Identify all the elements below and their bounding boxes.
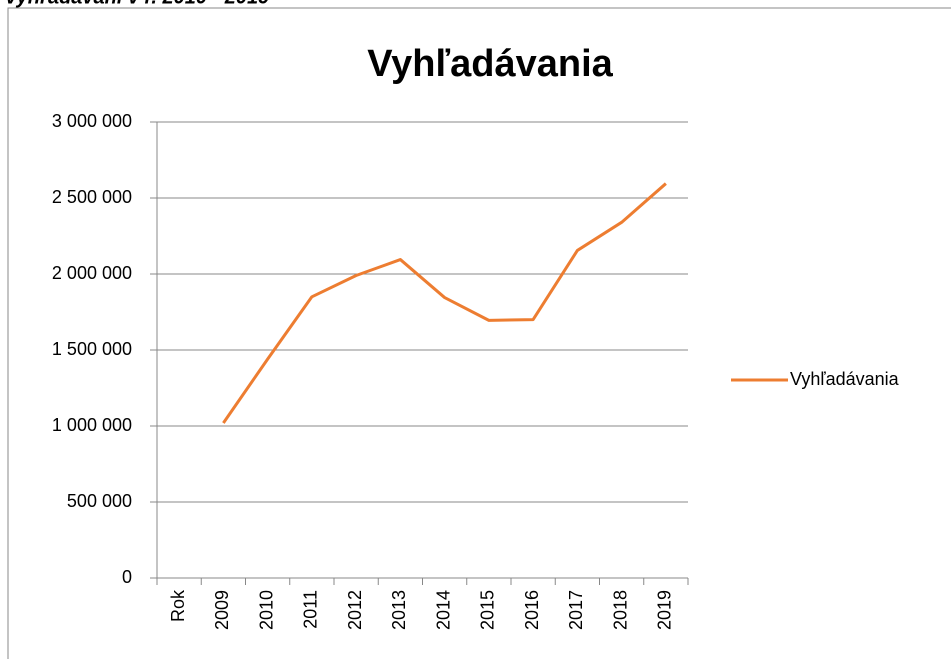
y-tick-label: 1 000 000 bbox=[52, 415, 132, 435]
x-tick-label: Rok bbox=[168, 589, 188, 622]
x-tick-label: 2016 bbox=[522, 590, 542, 630]
x-tick-label: 2013 bbox=[389, 590, 409, 630]
y-tick-label: 1 500 000 bbox=[52, 339, 132, 359]
chart-title: Vyhľadávania bbox=[367, 43, 613, 85]
y-tick-label: 3 000 000 bbox=[52, 111, 132, 131]
y-tick-label: 500 000 bbox=[67, 491, 132, 511]
x-tick-label: 2010 bbox=[256, 590, 276, 630]
x-tick-label: 2009 bbox=[212, 590, 232, 630]
x-tick-label: 2015 bbox=[478, 590, 498, 630]
y-tick-label: 2 000 000 bbox=[52, 263, 132, 283]
chart-frame bbox=[7, 7, 951, 659]
x-tick-label: 2014 bbox=[433, 590, 453, 630]
series-line bbox=[222, 182, 667, 424]
legend-label: Vyhľadávania bbox=[790, 369, 900, 389]
x-tick-label: 2011 bbox=[301, 590, 321, 629]
page-heading: ost vyhľadávaní v r. 2010 - 2019 bbox=[0, 0, 270, 8]
y-tick-label: 2 500 000 bbox=[52, 187, 132, 207]
x-tick-label: 2018 bbox=[610, 590, 630, 630]
x-tick-label: 2012 bbox=[345, 590, 365, 630]
x-tick-label: 2017 bbox=[566, 590, 586, 630]
x-tick-label: 2019 bbox=[655, 590, 675, 630]
y-tick-label: 0 bbox=[122, 567, 132, 587]
